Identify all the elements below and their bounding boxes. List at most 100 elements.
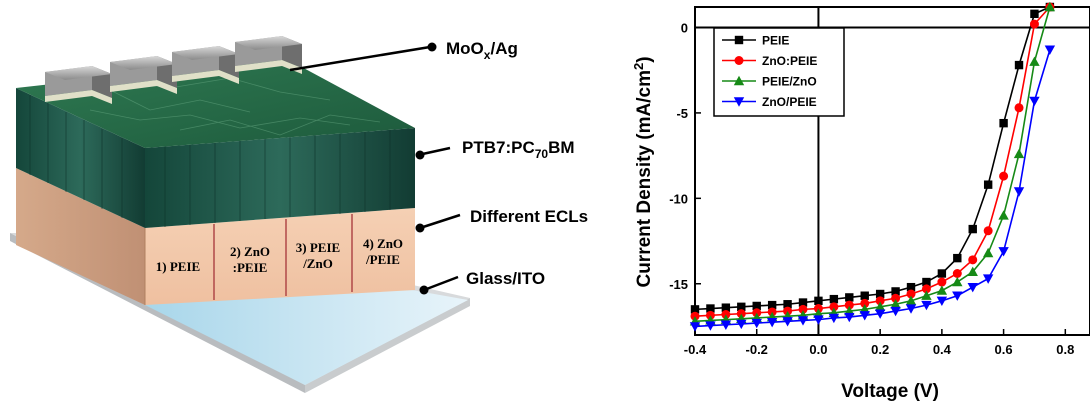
electrode-bar <box>110 56 177 94</box>
callout-dot <box>415 150 425 160</box>
x-tick-label: -0.4 <box>684 342 707 357</box>
device-schematic: 1) PEIE 2) ZnO :PEIE 3) PEIE /ZnO 4) ZnO… <box>10 36 588 393</box>
data-point <box>798 304 808 314</box>
data-point <box>967 266 978 276</box>
ecl-cell-1-line-1: 1) PEIE <box>156 259 200 274</box>
data-point <box>814 296 823 306</box>
data-point <box>905 304 917 314</box>
y-tick-label: -10 <box>669 191 688 206</box>
electrode-bar <box>45 66 112 104</box>
legend-marker <box>734 56 744 65</box>
data-point <box>921 290 932 300</box>
ecl-cell-3-line-2: /ZnO <box>302 256 333 271</box>
series-zno-peie <box>689 45 1056 332</box>
data-point <box>766 317 778 328</box>
x-tick-label: 0.2 <box>871 342 889 357</box>
electrode-bar <box>172 46 239 84</box>
data-point <box>998 210 1009 220</box>
axis-ticks: -0.4 -0.2 0.0 0.2 0.4 0.6 0.8 0 -5 -10 -15 <box>669 21 1074 358</box>
data-point <box>1014 103 1024 113</box>
label-different-ecls: Different ECLs <box>470 207 588 226</box>
data-point <box>937 269 947 278</box>
data-point <box>982 274 994 284</box>
electrode-bar <box>235 36 302 74</box>
data-point <box>891 287 900 296</box>
x-tick-label: 0.0 <box>809 342 827 357</box>
data-point <box>998 247 1009 257</box>
y-tick-label: -15 <box>669 277 688 292</box>
data-point <box>813 315 824 325</box>
data-point <box>999 118 1008 128</box>
data-point <box>1013 187 1025 197</box>
data-point <box>860 298 870 308</box>
data-point <box>844 312 855 323</box>
plot-series <box>689 1 1056 332</box>
y-axis-title: Current Density (mA/cm2) <box>631 56 655 287</box>
data-point <box>952 291 963 301</box>
callout-dot <box>419 285 429 295</box>
data-point <box>906 289 916 299</box>
electrode-bars <box>45 36 302 104</box>
data-point <box>798 298 808 307</box>
ecl-cell-3-line-1: 3) PEIE <box>296 240 340 255</box>
data-point <box>1013 148 1025 159</box>
data-point <box>1029 56 1040 66</box>
data-point <box>890 299 901 309</box>
data-point <box>767 300 777 310</box>
label-moox-ag: MoOx/Ag <box>446 39 518 62</box>
legend-label: ZnO/PEIE <box>762 95 817 109</box>
data-point <box>737 302 746 312</box>
legend-label: PEIE/ZnO <box>762 75 817 89</box>
y-tick-label: -5 <box>676 106 688 121</box>
active-layer <box>16 58 415 228</box>
data-point <box>875 296 885 306</box>
ecl-cell-2-line-2: :PEIE <box>233 260 268 275</box>
callout-dot <box>427 42 437 52</box>
callout-dot <box>415 223 425 233</box>
jv-chart: -0.4 -0.2 0.0 0.2 0.4 0.6 0.8 0 -5 -10 -15 Current… <box>631 1 1090 402</box>
data-point <box>859 311 870 321</box>
data-point <box>721 303 731 312</box>
data-point <box>706 304 715 313</box>
y-tick-label: 0 <box>681 21 688 36</box>
legend-label: ZnO:PEIE <box>762 54 817 68</box>
data-point <box>1044 1 1056 12</box>
data-point <box>783 300 792 309</box>
legend-marker <box>733 97 745 107</box>
data-point <box>936 296 948 307</box>
label-glass-ito: Glass/ITO <box>466 269 545 288</box>
data-point <box>829 302 839 312</box>
data-point <box>860 291 869 300</box>
data-point <box>936 285 948 295</box>
data-point <box>844 300 854 310</box>
data-point <box>922 277 931 287</box>
data-point <box>828 313 840 324</box>
ecl-cell-4-line-1: 4) ZnO <box>363 236 403 251</box>
data-point <box>874 301 886 312</box>
data-point <box>736 319 747 330</box>
data-point <box>1029 96 1040 107</box>
data-point <box>720 320 732 330</box>
label-ptb7-pc70bm: PTB7:PC70BM <box>462 138 575 161</box>
legend-marker <box>733 75 745 86</box>
data-point <box>999 171 1009 181</box>
legend-label: PEIE <box>762 34 789 48</box>
data-point <box>1029 19 1039 29</box>
data-point <box>845 293 854 302</box>
data-point <box>953 253 962 263</box>
plot-frame <box>694 6 1090 336</box>
data-point <box>875 289 885 299</box>
data-point <box>983 226 993 236</box>
legend-marker <box>734 35 744 45</box>
data-point <box>1014 60 1024 70</box>
layer-callouts: MoOx/Ag PTB7:PC70BM Different ECLs Glass… <box>289 39 588 295</box>
data-point <box>890 306 901 317</box>
series-peie <box>690 2 1055 314</box>
legend: PEIE ZnO:PEIE PEIE/ZnO ZnO/PEIE <box>713 27 845 117</box>
data-point <box>1044 45 1056 55</box>
data-point <box>967 282 978 293</box>
data-point <box>829 294 839 304</box>
data-point <box>751 318 762 329</box>
ecl-cell-2-line-1: 2) ZnO <box>230 244 270 259</box>
data-point <box>952 276 963 287</box>
